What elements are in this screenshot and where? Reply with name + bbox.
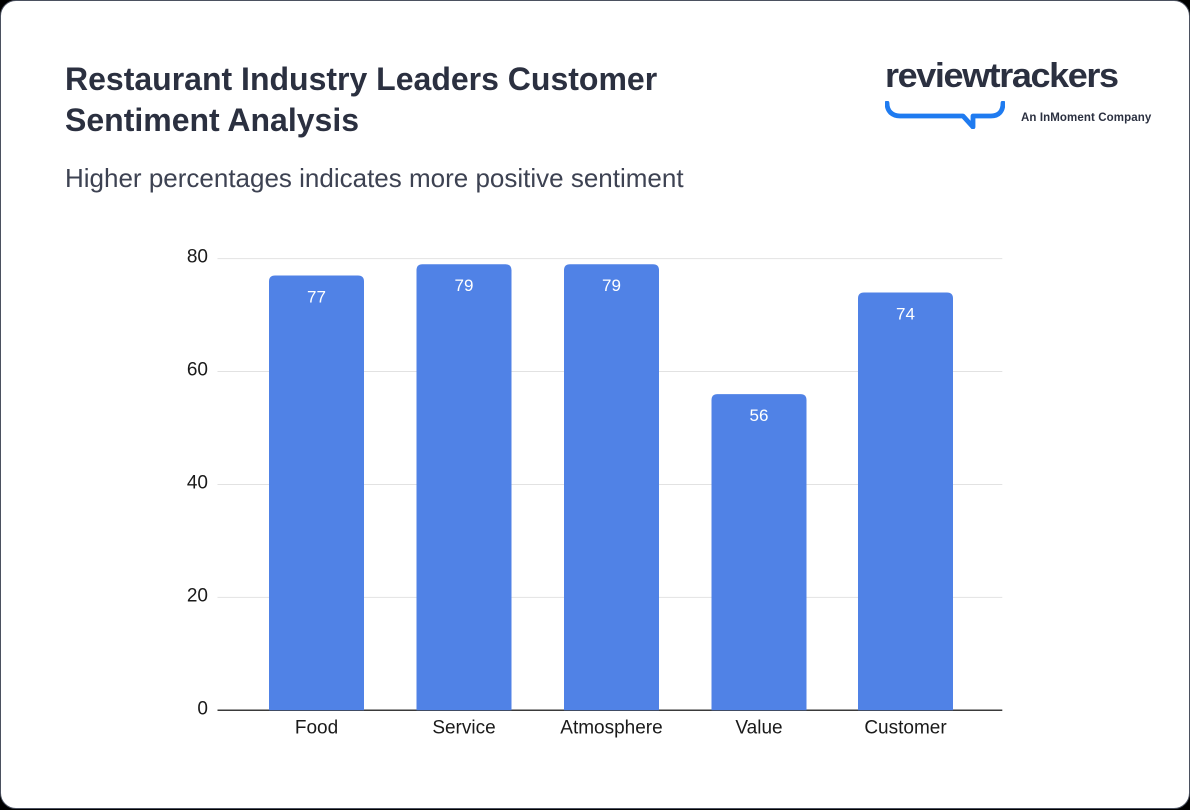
svg-text:80: 80 [187,247,208,268]
svg-text:Value: Value [735,717,782,738]
svg-text:Service: Service [432,717,495,738]
svg-text:20: 20 [187,585,208,606]
svg-text:Food: Food [295,717,338,738]
svg-text:Customer: Customer [864,717,947,738]
svg-text:79: 79 [455,276,474,295]
svg-text:Atmosphere: Atmosphere [560,717,662,738]
svg-text:56: 56 [750,406,769,425]
svg-text:74: 74 [896,304,915,323]
svg-text:60: 60 [187,360,208,381]
svg-text:40: 40 [187,472,208,493]
svg-text:79: 79 [602,276,621,295]
svg-text:0: 0 [197,698,208,719]
svg-text:77: 77 [307,288,326,307]
